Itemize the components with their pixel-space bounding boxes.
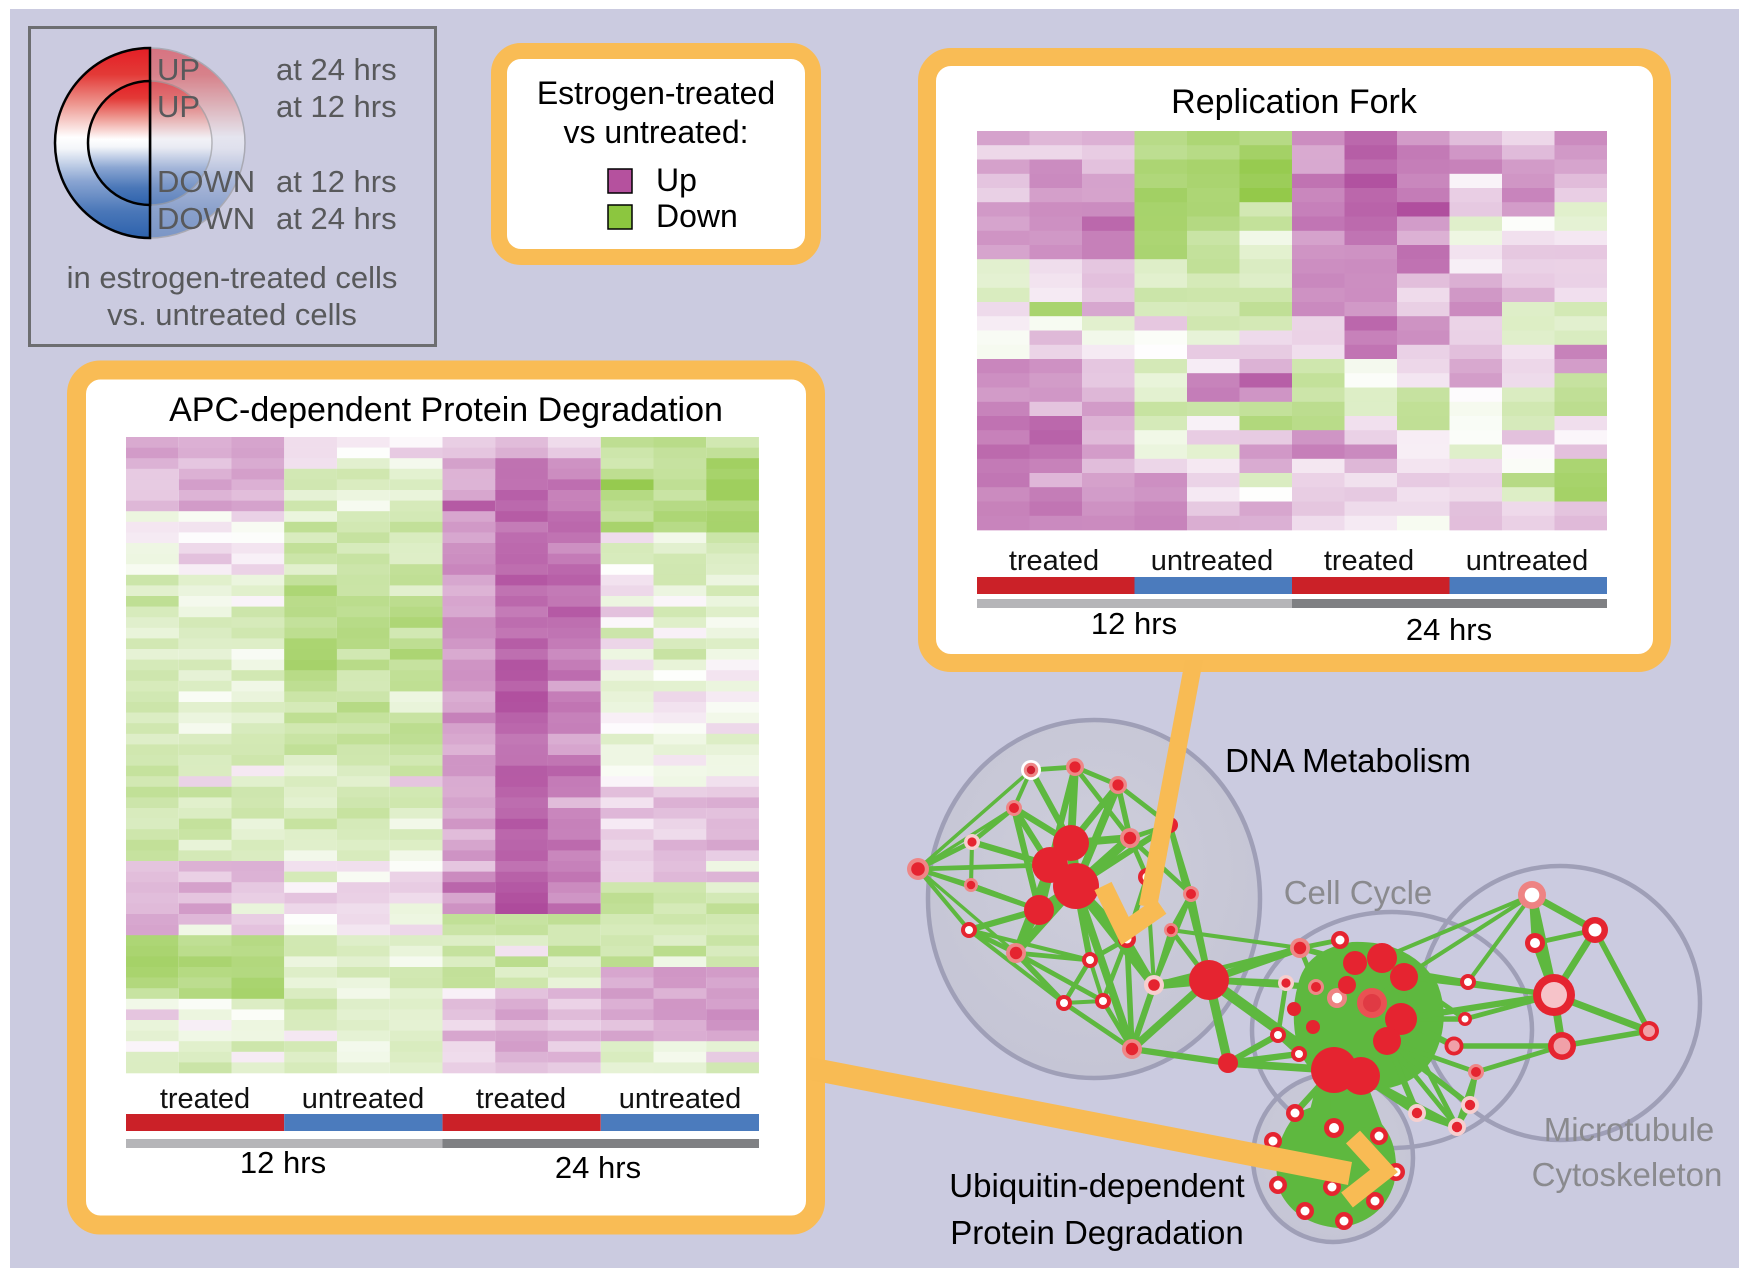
- svg-text:Cytoskeleton: Cytoskeleton: [1532, 1156, 1723, 1193]
- svg-text:treated: treated: [160, 1083, 250, 1115]
- svg-text:UP: UP: [157, 52, 200, 87]
- svg-text:Cell Cycle: Cell Cycle: [1284, 874, 1433, 911]
- svg-text:DNA Metabolism: DNA Metabolism: [1225, 742, 1471, 779]
- svg-text:at 24 hrs: at 24 hrs: [276, 201, 397, 236]
- svg-text:untreated: untreated: [1466, 545, 1589, 577]
- svg-text:vs. untreated cells: vs. untreated cells: [107, 297, 357, 332]
- svg-text:vs untreated:: vs untreated:: [564, 114, 749, 150]
- svg-text:untreated: untreated: [1151, 545, 1274, 577]
- svg-text:at 12 hrs: at 12 hrs: [276, 164, 397, 199]
- svg-text:DOWN: DOWN: [157, 164, 255, 199]
- svg-text:Protein Degradation: Protein Degradation: [950, 1214, 1244, 1251]
- svg-text:Estrogen-treated: Estrogen-treated: [537, 75, 775, 111]
- svg-text:in estrogen-treated cells: in estrogen-treated cells: [67, 260, 398, 295]
- svg-text:treated: treated: [1009, 545, 1099, 577]
- svg-text:12 hrs: 12 hrs: [240, 1145, 326, 1180]
- svg-text:at 24 hrs: at 24 hrs: [276, 52, 397, 87]
- svg-text:at 12 hrs: at 12 hrs: [276, 89, 397, 124]
- svg-text:untreated: untreated: [619, 1083, 742, 1115]
- svg-text:treated: treated: [476, 1083, 566, 1115]
- svg-text:UP: UP: [157, 89, 200, 124]
- svg-text:DOWN: DOWN: [157, 201, 255, 236]
- svg-text:24 hrs: 24 hrs: [1406, 612, 1492, 647]
- svg-text:Microtubule: Microtubule: [1544, 1111, 1715, 1148]
- svg-text:24 hrs: 24 hrs: [555, 1150, 641, 1185]
- svg-text:untreated: untreated: [302, 1083, 425, 1115]
- svg-text:APC-dependent Protein Degradat: APC-dependent Protein Degradation: [169, 391, 723, 429]
- svg-text:Up: Up: [656, 162, 697, 198]
- svg-text:Down: Down: [656, 198, 738, 234]
- svg-text:12 hrs: 12 hrs: [1091, 606, 1177, 641]
- svg-text:Ubiquitin-dependent: Ubiquitin-dependent: [949, 1167, 1244, 1204]
- svg-text:Replication Fork: Replication Fork: [1171, 83, 1418, 121]
- svg-text:treated: treated: [1324, 545, 1414, 577]
